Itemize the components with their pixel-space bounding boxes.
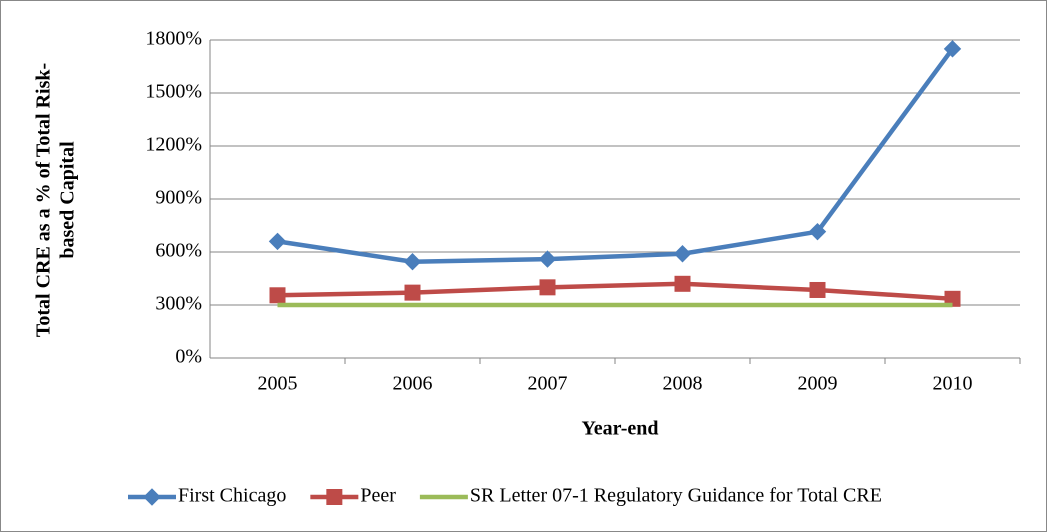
x-axis-title: Year-end — [581, 418, 658, 440]
x-tick-label: 2005 — [258, 373, 298, 395]
y-tick-label: 1200% — [145, 134, 202, 156]
point — [943, 40, 962, 58]
x-tick-label: 2009 — [798, 373, 838, 395]
point — [404, 284, 421, 301]
y-tick-label: 1500% — [145, 81, 202, 103]
legend-marker — [143, 488, 161, 506]
point — [403, 253, 422, 271]
y-tick-label: 600% — [155, 240, 202, 262]
y-tick-label: 0% — [175, 346, 202, 368]
point — [808, 222, 827, 241]
legend-label: First Chicago — [178, 485, 286, 507]
legend-label: SR Letter 07-1 Regulatory Guidance for T… — [470, 485, 882, 507]
x-tick-label: 2006 — [393, 373, 433, 395]
point — [809, 281, 826, 298]
series-line — [277, 281, 953, 302]
legend-item: First Chicago — [128, 485, 286, 507]
x-tick-label: 2008 — [663, 373, 703, 395]
y-axis-title-line: based Capital — [57, 141, 79, 259]
y-axis-title-line: Total CRE as a % of Total Risk- — [33, 63, 55, 337]
point — [539, 279, 556, 296]
y-tick-label: 1800% — [145, 28, 202, 50]
legend-item: Peer — [310, 485, 396, 507]
series-line — [277, 47, 955, 264]
point — [674, 275, 691, 292]
point — [269, 287, 286, 304]
x-tick-label: 2007 — [528, 373, 568, 395]
y-tick-label: 300% — [155, 293, 202, 315]
point — [673, 245, 692, 263]
legend-item: SR Letter 07-1 Regulatory Guidance for T… — [419, 485, 882, 507]
y-axis-title: Total CRE as a % of Total Risk- based Ca… — [33, 63, 79, 337]
legend-label: Peer — [360, 485, 396, 507]
point — [268, 232, 287, 251]
y-tick-label: 900% — [155, 187, 202, 209]
x-tick-label: 2010 — [933, 373, 973, 395]
point — [538, 250, 557, 268]
legend-marker — [326, 489, 343, 505]
